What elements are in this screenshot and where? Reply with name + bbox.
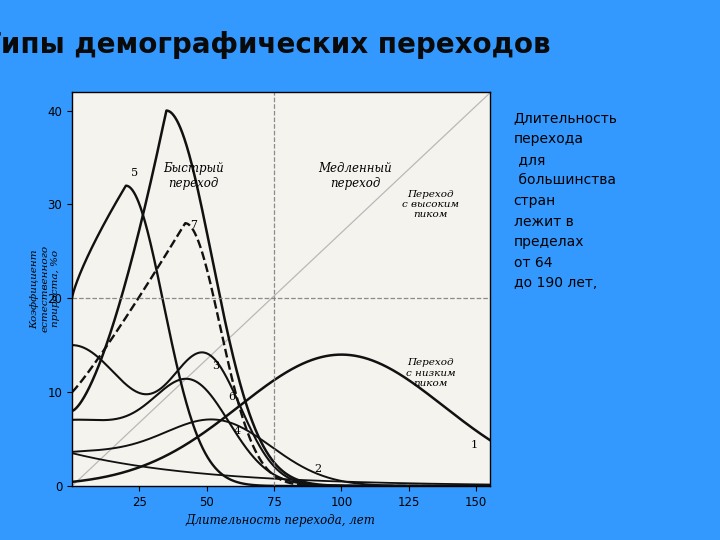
Text: 7: 7 — [191, 220, 197, 230]
Text: 2: 2 — [315, 464, 322, 474]
Text: 1: 1 — [471, 441, 478, 450]
Text: Быстрый
переход: Быстрый переход — [163, 163, 224, 190]
Text: 3: 3 — [212, 361, 219, 370]
Text: 6: 6 — [228, 392, 235, 402]
Text: Медленный
переход: Медленный переход — [318, 163, 392, 190]
Text: Длительность
перехода
 для
 большинства
стран
лежит в
пределах
от 64
до 190 лет,: Длительность перехода для большинства ст… — [513, 112, 617, 291]
Y-axis label: Коэффициент
естественного
прироста, %о: Коэффициент естественного прироста, %о — [30, 245, 60, 333]
X-axis label: Длительность перехода, лет: Длительность перехода, лет — [186, 514, 376, 527]
Text: 4: 4 — [234, 427, 240, 436]
Text: 5: 5 — [131, 168, 138, 178]
Text: Переход
с высоким
пиком: Переход с высоким пиком — [402, 190, 459, 219]
Text: Переход
с низким
пиком: Переход с низким пиком — [405, 359, 455, 388]
Text: Типы демографических переходов: Типы демографических переходов — [0, 31, 551, 58]
